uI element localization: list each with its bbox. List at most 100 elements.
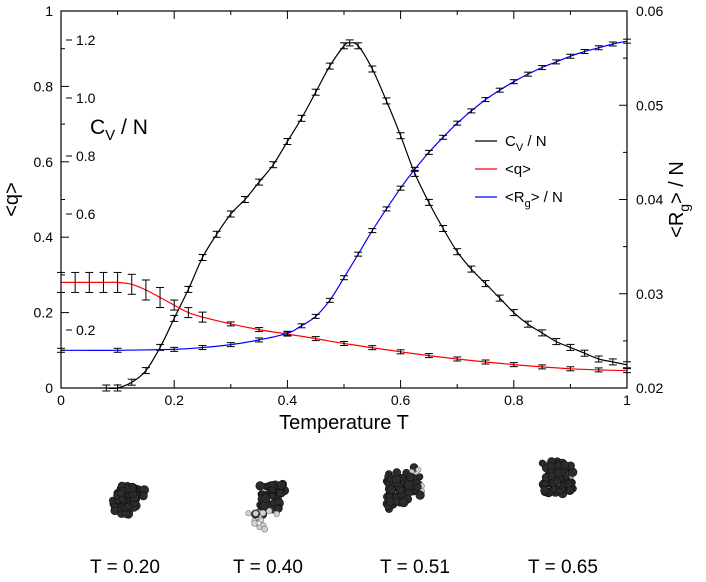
error-bar [453, 248, 462, 256]
error-bar [467, 265, 476, 273]
legend-entry-0: CV / N [475, 133, 547, 154]
left-tick-label: 0 [45, 380, 53, 396]
error-bar [523, 320, 532, 328]
error-bar [340, 275, 348, 281]
monomer-bead [256, 524, 263, 531]
error-bar [509, 79, 518, 85]
monomer-bead [416, 473, 424, 481]
error-bar [85, 271, 94, 293]
error-bar [495, 87, 504, 93]
error-bar [538, 65, 547, 71]
error-bar [269, 161, 278, 169]
error-bar [325, 62, 334, 70]
monomer-bead [261, 525, 269, 533]
legend-entry-2: <Rg> / N [475, 189, 563, 210]
monomer-bead [255, 481, 265, 491]
error-bar [552, 338, 561, 346]
left-tick-label: 0.4 [34, 229, 54, 245]
x-tick-label: 0 [57, 392, 65, 408]
configuration-caption-4: T = 0.65 [528, 557, 598, 578]
legend-label: <q> [505, 161, 531, 178]
x-tick-label: 0.4 [278, 392, 298, 408]
monomer-bead [265, 507, 273, 515]
error-bar [538, 329, 547, 337]
error-bar [297, 323, 306, 329]
error-bar [71, 271, 80, 293]
error-bar [184, 285, 193, 293]
error-bar [255, 327, 264, 333]
error-bar [340, 341, 348, 347]
error-bar [113, 271, 122, 293]
error-bar [608, 358, 617, 366]
right-tick-label: 0.06 [636, 3, 663, 19]
cv-tick-label: 0.8 [76, 148, 96, 164]
legend-label: <Rg> / N [505, 189, 563, 210]
monomer-bead [252, 510, 259, 517]
error-bar [382, 97, 391, 105]
left-tick-label: 0.2 [34, 305, 54, 321]
monomer-bead [556, 487, 564, 495]
error-bar [212, 230, 221, 238]
configuration-image-3 [382, 463, 425, 513]
cv-tick-label: 0.2 [76, 322, 96, 338]
error-bar [424, 149, 433, 155]
monomer-bead [392, 468, 401, 477]
configuration-caption-3: T = 0.51 [380, 557, 450, 578]
error-bar [396, 185, 405, 191]
error-bar [311, 88, 320, 96]
error-bar [566, 366, 575, 372]
monomer-bead [403, 480, 414, 490]
error-bar [481, 359, 490, 365]
error-bar [453, 120, 462, 126]
error-bar [594, 45, 603, 51]
error-bar [368, 65, 377, 73]
error-bar [481, 280, 490, 288]
monomer-bead [276, 480, 286, 490]
right-tick-label: 0.03 [636, 286, 663, 302]
error-bar [170, 346, 179, 352]
error-bar [311, 313, 320, 319]
monomer-bead [415, 466, 422, 473]
left-tick-label: 0.8 [34, 78, 54, 94]
error-bar [198, 254, 207, 261]
error-bar [156, 287, 165, 309]
monomer-bead [276, 489, 285, 498]
error-bar [170, 299, 179, 311]
error-bar [396, 349, 405, 355]
monomer-bead [386, 485, 396, 495]
error-bar [509, 362, 518, 368]
error-bar [368, 228, 377, 234]
monomer-bead [117, 489, 125, 498]
monomer-bead [538, 459, 546, 467]
error-bar [127, 273, 136, 295]
error-bar [283, 138, 292, 145]
monomer-bead [405, 472, 415, 482]
right-axis-label: <Rg> / N [666, 161, 692, 238]
x-axis-label: Temperature T [279, 412, 409, 434]
error-bar [424, 198, 433, 206]
error-bar [453, 356, 462, 362]
error-bar [255, 178, 264, 186]
error-bar [439, 225, 448, 232]
configuration-caption-2: T = 0.40 [233, 557, 303, 578]
configuration-image-4 [538, 457, 578, 499]
error-bar [170, 314, 179, 322]
right-tick-label: 0.05 [636, 97, 663, 113]
error-bar [198, 344, 207, 350]
error-bar [410, 166, 419, 172]
configuration-image-1 [108, 481, 149, 519]
error-bar [240, 196, 249, 203]
left-tick-label: 1 [45, 3, 53, 19]
error-bar [198, 311, 207, 323]
error-bar [608, 41, 617, 47]
legend-label: CV / N [505, 133, 547, 154]
series-layer [57, 38, 631, 392]
labels-layer: 0 0.2 0.4 0.6 0.8 1 0 0.2 0.4 0.6 0.8 1 0.02 0.03 0.04… [1, 3, 692, 434]
error-bar [467, 108, 476, 114]
error-bar [325, 297, 334, 303]
x-tick-label: 0.2 [164, 392, 184, 408]
error-bar [509, 309, 518, 317]
error-bar [99, 271, 108, 293]
monomer-bead [251, 520, 258, 527]
error-bar [255, 337, 264, 343]
